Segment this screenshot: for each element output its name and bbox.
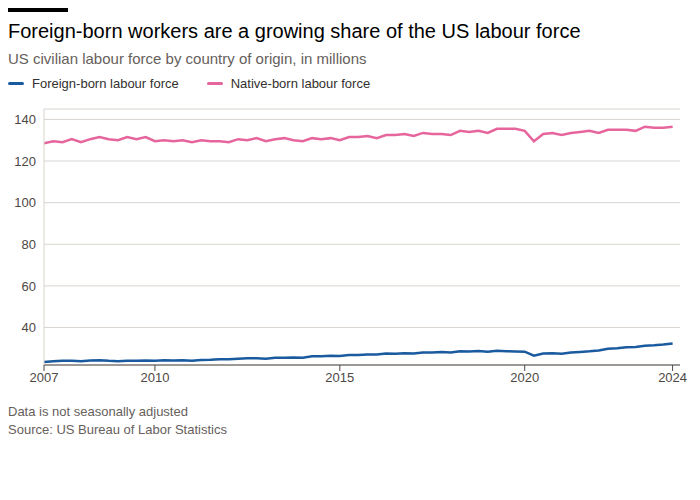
- html-text:Foreign-born labour force: Foreign-born labour force: [32, 76, 179, 91]
- html-text:Source: US Bureau of Labor Sta: Source: US Bureau of Labor Statistics: [8, 422, 227, 437]
- svg-text:2020: 2020: [510, 370, 539, 385]
- svg-text:40: 40: [22, 320, 36, 335]
- svg-text:120: 120: [14, 154, 36, 169]
- svg-text:2024: 2024: [658, 370, 687, 385]
- svg-text:140: 140: [14, 112, 36, 127]
- html-text:Data is not seasonally adjuste: Data is not seasonally adjusted: [8, 404, 188, 419]
- svg-text:2015: 2015: [325, 370, 354, 385]
- html-text:Native-born labour force: Native-born labour force: [230, 76, 371, 91]
- svg-text:100: 100: [14, 195, 36, 210]
- svg-text:80: 80: [22, 237, 36, 252]
- svg-text:2007: 2007: [30, 370, 59, 385]
- svg-text:60: 60: [22, 279, 36, 294]
- html-text:US civilian labour force by co: US civilian labour force by country of o…: [8, 50, 367, 67]
- html-text:Foreign-born workers are a gro: Foreign-born workers are a growing share…: [8, 20, 581, 42]
- svg-text:2010: 2010: [140, 370, 169, 385]
